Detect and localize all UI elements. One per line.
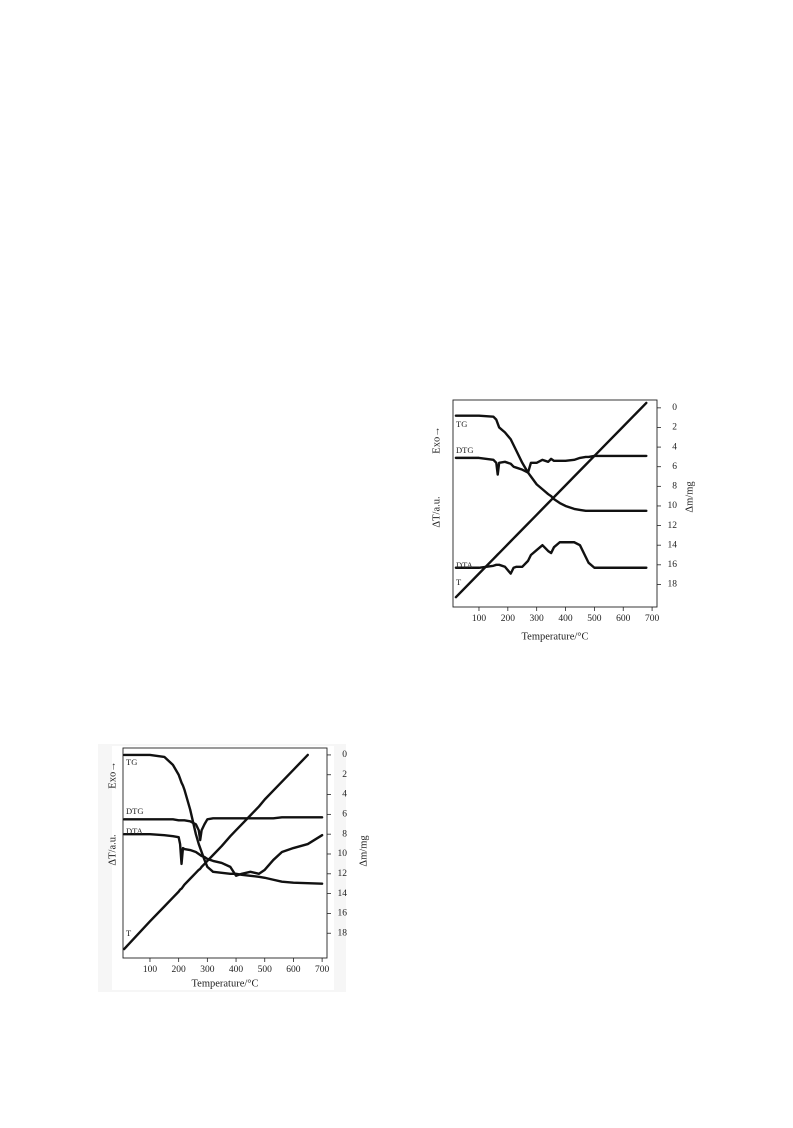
series-line: [454, 541, 648, 575]
y-tick-label: 4: [672, 442, 677, 452]
series-line: [454, 414, 648, 513]
y-axis-title: Δm/mg: [684, 481, 695, 513]
x-axis-title: Temperature/°C: [191, 978, 258, 989]
y-tick-label: 6: [672, 462, 677, 472]
series-label: DTG: [126, 806, 143, 816]
series-line: [123, 832, 324, 877]
y-tick-label: 6: [342, 810, 347, 820]
y-tick-label: 18: [338, 928, 348, 938]
y-tick-label: 16: [338, 909, 348, 919]
x-tick-label: 300: [200, 965, 215, 975]
y-tick-label: 8: [342, 829, 347, 839]
figure-panel: [112, 746, 334, 990]
y-tick-label: 14: [338, 889, 348, 899]
left-axis-label: Exo→: [431, 426, 442, 453]
x-tick-label: 300: [530, 614, 545, 624]
left-axis-label: ΔT/a.u.: [107, 834, 118, 865]
x-tick-label: 700: [645, 614, 660, 624]
series-label: TG: [126, 757, 137, 767]
y-tick-label: 0: [342, 750, 347, 760]
left-axis-label: Exo→: [107, 761, 118, 788]
x-axis-title: Temperature/°C: [521, 631, 588, 642]
y-axis-title: Δm/mg: [358, 835, 369, 867]
x-tick-label: 500: [587, 614, 602, 624]
series-label: T: [126, 928, 132, 938]
series-line: [123, 816, 324, 842]
x-tick-label: 100: [143, 965, 158, 975]
y-tick-label: 10: [668, 501, 678, 511]
y-tick-label: 12: [338, 869, 348, 879]
y-tick-label: 0: [672, 403, 677, 413]
y-tick-label: 8: [672, 482, 677, 492]
x-tick-label: 700: [315, 965, 330, 975]
x-tick-label: 400: [558, 614, 573, 624]
left-axis-label: ΔT/a.u.: [431, 496, 442, 527]
chart: 100 200 300 400 500 600 700 0 2 4 6 8 10 12 14 16 18 Temp…: [431, 399, 695, 642]
x-tick-label: 600: [286, 965, 301, 975]
plot-frame: [452, 399, 658, 608]
x-tick-label: 100: [472, 614, 487, 624]
y-tick-label: 4: [342, 790, 347, 800]
series-label: T: [456, 577, 462, 587]
y-tick-label: 18: [668, 580, 678, 590]
y-tick-label: 2: [672, 423, 677, 433]
y-tick-label: 16: [668, 560, 678, 570]
y-tick-label: 14: [668, 540, 678, 550]
x-tick-label: 600: [616, 614, 631, 624]
series-line: [454, 401, 648, 599]
y-tick-label: 12: [668, 521, 678, 531]
y-tick-label: 2: [342, 770, 347, 780]
x-tick-label: 200: [172, 965, 187, 975]
series-label: DTA: [456, 560, 474, 570]
series-label: TG: [456, 419, 467, 429]
plot-frame: [122, 747, 328, 959]
series-line: [454, 454, 648, 476]
x-tick-label: 500: [258, 965, 273, 975]
series-label: DTA: [126, 826, 144, 836]
chart: 100 200 300 400 500 600 700 0 2 4 6 8 10 12 14 16 18 Temp…: [107, 747, 369, 989]
series-line: [123, 753, 324, 885]
x-tick-label: 200: [501, 614, 516, 624]
series-line: [123, 753, 309, 951]
series-label: DTG: [456, 445, 473, 455]
y-tick-label: 10: [338, 849, 348, 859]
x-tick-label: 400: [229, 965, 244, 975]
